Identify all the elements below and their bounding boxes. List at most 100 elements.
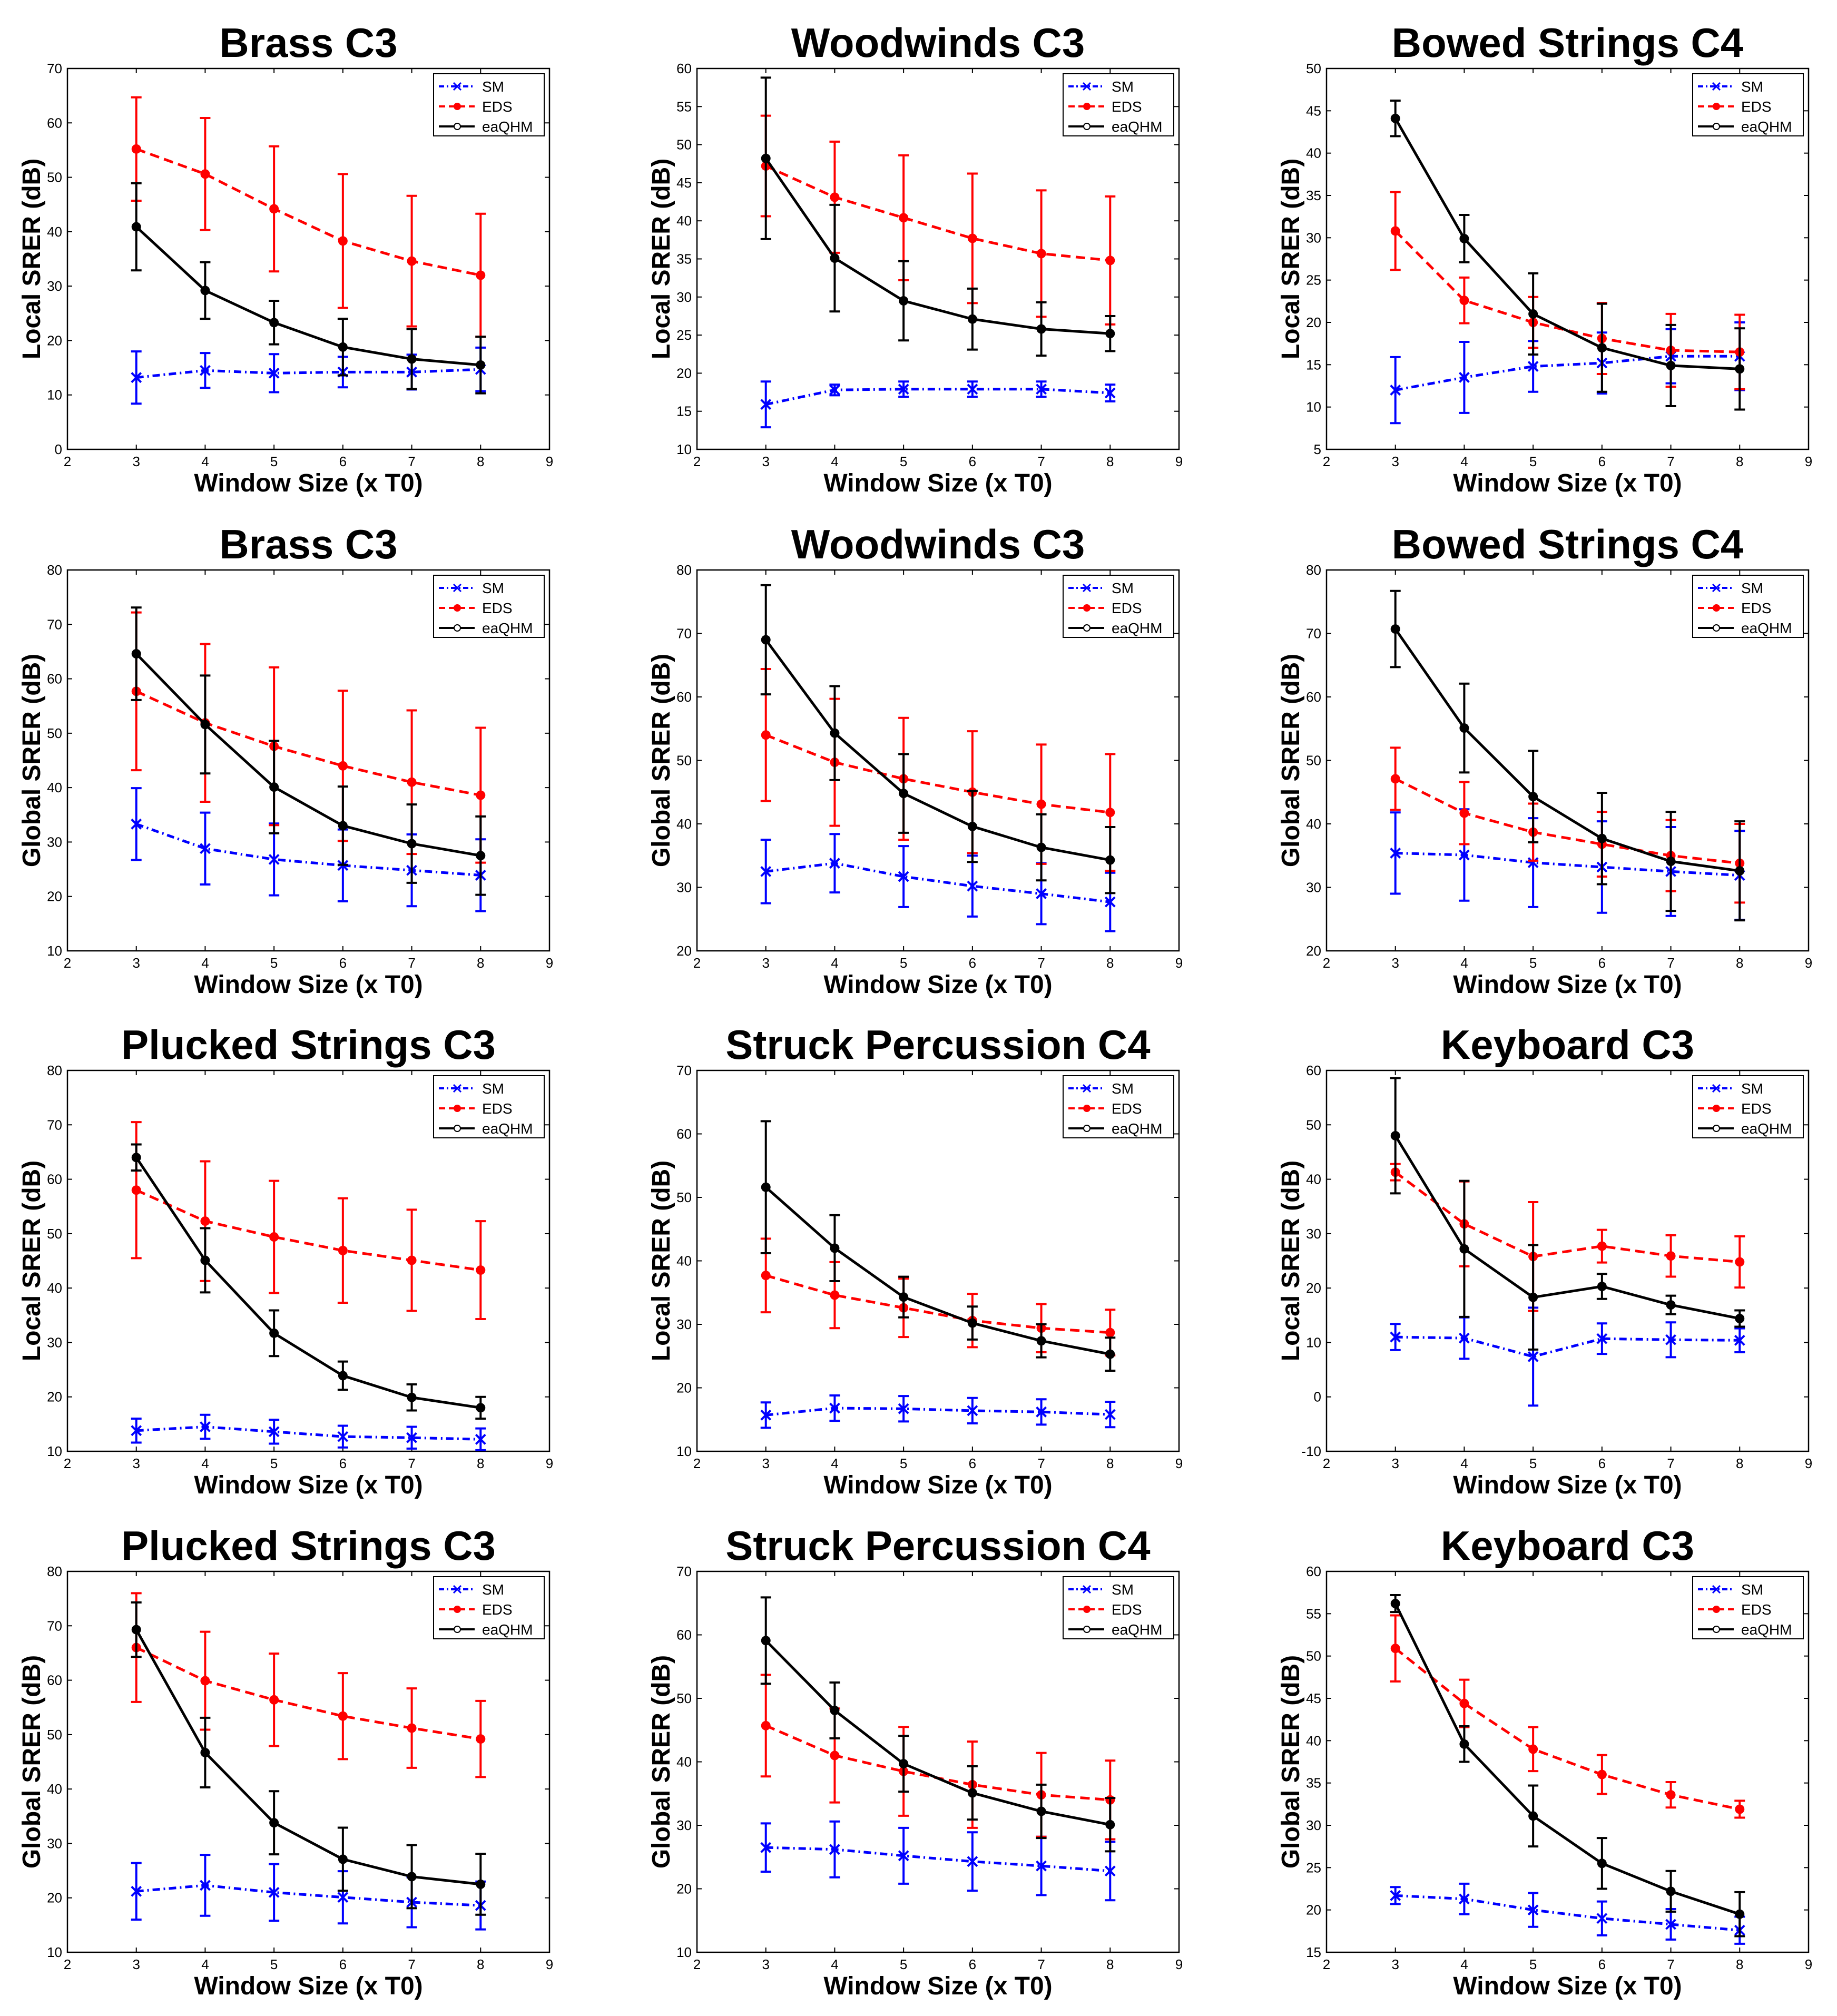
y-tick-label: 15 [1306,1944,1321,1960]
x-tick-label: 6 [969,454,976,469]
x-tick-label: 7 [1037,1956,1045,1972]
data-point [899,296,909,306]
data-point [1597,343,1607,353]
data-point [1735,1257,1745,1267]
x-tick-label: 3 [762,1956,769,1972]
x-tick-label: 7 [408,454,415,469]
y-tick-label: 80 [47,562,62,578]
y-tick-label: 50 [676,1189,692,1205]
y-tick-label: 20 [676,1380,692,1396]
marker-stroke [967,383,978,395]
legend-label: EDS [1741,99,1772,115]
x-tick-label: 8 [1736,955,1743,971]
x-tick-label: 6 [1598,454,1606,469]
y-tick-label: 10 [47,1944,62,1960]
data-point [476,1403,486,1413]
y-tick-label: 20 [1306,314,1321,330]
chart-panel-3: Bowed Strings C42 3 4 5 6 7 8 95101520253035404… [1277,19,1812,497]
legend: SM EDS eaQHM [1692,73,1804,136]
series-line [765,733,1111,814]
chart-panel-8: Struck Percussion C4 2 3 4 5 6 7 8 9 10 20 30 40 50 60… [647,1021,1183,1499]
legend-marker [1082,583,1092,593]
data-point [131,144,141,154]
marker-stroke [1665,1919,1676,1930]
y-tick-label: 50 [676,753,692,769]
x-tick-label: 3 [1391,454,1399,469]
x-axis-label: Window Size (x T0) [194,971,423,999]
legend-marker [1713,1606,1720,1613]
legend-marker [1712,1585,1721,1594]
data-point [269,204,279,214]
legend-label: EDS [1741,1100,1772,1117]
marker-stroke [1104,896,1116,908]
legend-label: SM [1112,1080,1134,1097]
x-tick-label: 7 [1667,955,1674,971]
data-point [407,839,417,849]
y-tick-label: 30 [47,278,62,294]
series-eaqhm [1390,100,1745,411]
legend-item-eds: EDS [1698,600,1772,616]
data-point [1528,1811,1538,1821]
data-point [1666,1790,1676,1800]
legend: SM EDS eaQHM [1063,575,1174,638]
legend: SM EDS eaQHM [433,575,545,638]
x-tick-label: 2 [1323,1456,1330,1471]
series-eaqhm [1390,1594,1745,1938]
data-point [1597,1858,1607,1869]
data-point [476,1879,486,1889]
series-line [1394,628,1740,872]
x-tick-label: 6 [969,1456,976,1471]
marker-stroke [760,1842,772,1853]
x-tick-label: 9 [1805,1956,1812,1972]
legend-item-eds: EDS [1068,600,1142,616]
data-point [1105,1349,1115,1359]
x-tick-label: 8 [1106,1956,1114,1972]
marker-stroke [1459,372,1470,383]
data-point [407,1723,417,1733]
data-point [338,236,348,246]
x-tick-label: 2 [64,1456,71,1471]
data-point [1459,372,1470,383]
data-point [761,730,771,740]
chart-title: Woodwinds C3 [791,521,1085,567]
y-tick-label: 50 [1306,1648,1321,1664]
x-tick-label: 2 [1323,955,1330,971]
data-point [1036,842,1046,852]
y-tick-label: 10 [47,387,62,403]
data-point [830,728,840,738]
legend-item-eaqhm: eaQHM [1698,620,1792,636]
data-point [200,720,210,730]
x-tick-label: 8 [477,1956,484,1972]
legend-marker [1713,1105,1720,1112]
data-point [200,169,210,179]
x-tick-label: 3 [132,955,140,971]
legend-label: EDS [482,1100,513,1117]
data-point [407,354,417,364]
legend-marker [1712,583,1721,593]
y-tick-label: 20 [1306,1280,1321,1296]
marker-stroke [268,854,280,865]
y-tick-label: 35 [1306,1775,1321,1791]
legend-marker [1712,82,1721,91]
data-point [830,253,840,263]
legend-item-eaqhm: eaQHM [1698,1120,1792,1137]
legend-marker [1083,624,1091,632]
marker-stroke [1527,1351,1539,1362]
series-line [135,1156,481,1409]
data-point [1104,896,1116,908]
x-tick-label: 8 [477,1456,484,1471]
data-point [131,222,141,232]
x-tick-label: 4 [831,454,838,469]
x-tick-label: 9 [1805,1456,1812,1471]
x-tick-label: 4 [1460,1456,1468,1471]
x-tick-label: 3 [1391,1456,1399,1471]
data-point [1459,1332,1470,1344]
marker-stroke [1036,383,1047,395]
data-point [1527,361,1539,372]
series-sm [760,1394,1116,1429]
x-tick-label: 9 [1175,1456,1183,1471]
data-point [1597,1282,1607,1292]
legend-marker [454,1125,461,1132]
data-point [1528,309,1538,319]
y-tick-label: 50 [47,170,62,185]
